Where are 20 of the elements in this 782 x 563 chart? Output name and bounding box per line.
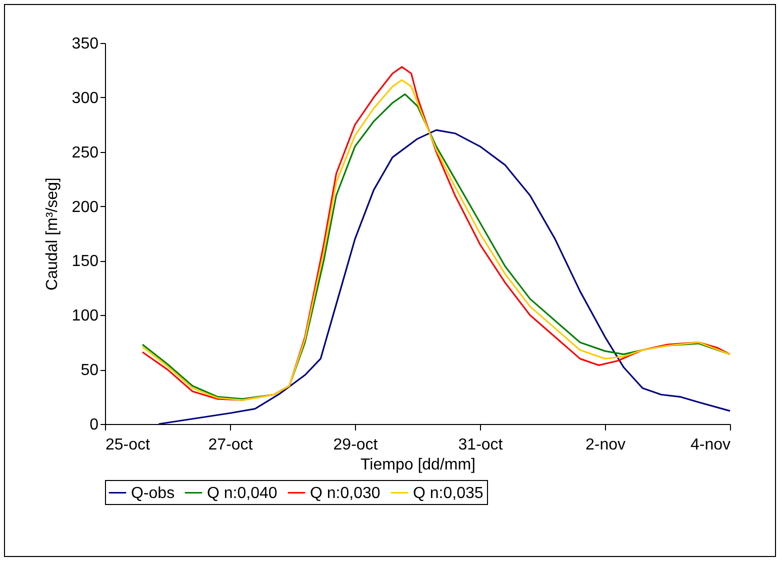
- legend-label: Q n:0,040: [207, 484, 278, 502]
- x-axis-title: Tiempo [dd/mm]: [360, 456, 476, 474]
- y-tick-label: 50: [80, 362, 99, 380]
- legend-label: Q-obs: [131, 484, 175, 502]
- x-tick-label: 25-oct: [106, 436, 151, 454]
- y-tick-label: 200: [72, 198, 99, 216]
- x-tick-label: 31-oct: [458, 436, 504, 454]
- y-tick-label: 300: [72, 90, 99, 107]
- y-tick-label: 0: [90, 416, 99, 434]
- y-tick-label: 250: [72, 144, 99, 162]
- y-tick-label: 100: [72, 308, 99, 325]
- x-tick-label: 2-nov: [585, 436, 626, 454]
- y-tick-label: 350: [72, 36, 99, 52]
- x-tick-label: 27-oct: [208, 436, 254, 454]
- x-tick-label: 29-oct: [333, 436, 378, 454]
- x-tick-label: 4-nov: [690, 436, 730, 454]
- y-axis-title: Caudal [m³/seg]: [44, 178, 61, 290]
- legend-label: Q n:0,030: [310, 484, 380, 502]
- y-tick-label: 150: [72, 253, 99, 270]
- legend-label: Q n:0,035: [413, 484, 484, 502]
